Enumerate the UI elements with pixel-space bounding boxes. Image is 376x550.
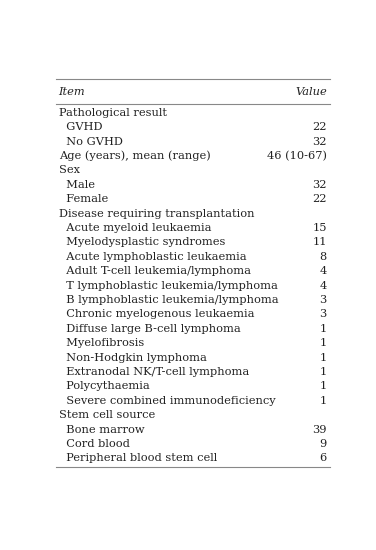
- Text: Myelodysplastic syndromes: Myelodysplastic syndromes: [59, 238, 225, 248]
- Text: Disease requiring transplantation: Disease requiring transplantation: [59, 208, 254, 218]
- Text: Item: Item: [59, 87, 85, 97]
- Text: 3: 3: [320, 295, 327, 305]
- Text: 1: 1: [320, 367, 327, 377]
- Text: B lymphoblastic leukemia/lymphoma: B lymphoblastic leukemia/lymphoma: [59, 295, 278, 305]
- Text: Diffuse large B-cell lymphoma: Diffuse large B-cell lymphoma: [59, 324, 240, 334]
- Text: Bone marrow: Bone marrow: [59, 425, 144, 435]
- Text: T lymphoblastic leukemia/lymphoma: T lymphoblastic leukemia/lymphoma: [59, 280, 277, 290]
- Text: 3: 3: [320, 309, 327, 320]
- Text: Acute myeloid leukaemia: Acute myeloid leukaemia: [59, 223, 211, 233]
- Text: 1: 1: [320, 396, 327, 406]
- Text: Value: Value: [295, 87, 327, 97]
- Text: 4: 4: [320, 280, 327, 290]
- Text: 22: 22: [312, 194, 327, 204]
- Text: Acute lymphoblastic leukaemia: Acute lymphoblastic leukaemia: [59, 252, 246, 262]
- Text: 1: 1: [320, 353, 327, 362]
- Text: Female: Female: [59, 194, 108, 204]
- Text: Chronic myelogenous leukaemia: Chronic myelogenous leukaemia: [59, 309, 254, 320]
- Text: 15: 15: [312, 223, 327, 233]
- Text: 4: 4: [320, 266, 327, 276]
- Text: 22: 22: [312, 122, 327, 132]
- Text: Age (years), mean (range): Age (years), mean (range): [59, 151, 211, 161]
- Text: Sex: Sex: [59, 166, 80, 175]
- Text: 39: 39: [312, 425, 327, 435]
- Text: Non-Hodgkin lymphoma: Non-Hodgkin lymphoma: [59, 353, 206, 362]
- Text: Polycythaemia: Polycythaemia: [59, 381, 149, 392]
- Text: 1: 1: [320, 338, 327, 348]
- Text: Cord blood: Cord blood: [59, 439, 129, 449]
- Text: 1: 1: [320, 381, 327, 392]
- Text: Severe combined immunodeficiency: Severe combined immunodeficiency: [59, 396, 275, 406]
- Text: Male: Male: [59, 180, 95, 190]
- Text: Extranodal NK/T-cell lymphoma: Extranodal NK/T-cell lymphoma: [59, 367, 249, 377]
- Text: Stem cell source: Stem cell source: [59, 410, 155, 420]
- Text: 11: 11: [312, 238, 327, 248]
- Text: Peripheral blood stem cell: Peripheral blood stem cell: [59, 453, 217, 463]
- Text: 46 (10-67): 46 (10-67): [267, 151, 327, 161]
- Text: Pathological result: Pathological result: [59, 108, 167, 118]
- Text: 6: 6: [320, 453, 327, 463]
- Text: GVHD: GVHD: [59, 122, 102, 132]
- Text: 1: 1: [320, 324, 327, 334]
- Text: 8: 8: [320, 252, 327, 262]
- Text: 9: 9: [320, 439, 327, 449]
- Text: No GVHD: No GVHD: [59, 136, 123, 146]
- Text: 32: 32: [312, 180, 327, 190]
- Text: Myelofibrosis: Myelofibrosis: [59, 338, 144, 348]
- Text: 32: 32: [312, 136, 327, 146]
- Text: Adult T-cell leukemia/lymphoma: Adult T-cell leukemia/lymphoma: [59, 266, 251, 276]
